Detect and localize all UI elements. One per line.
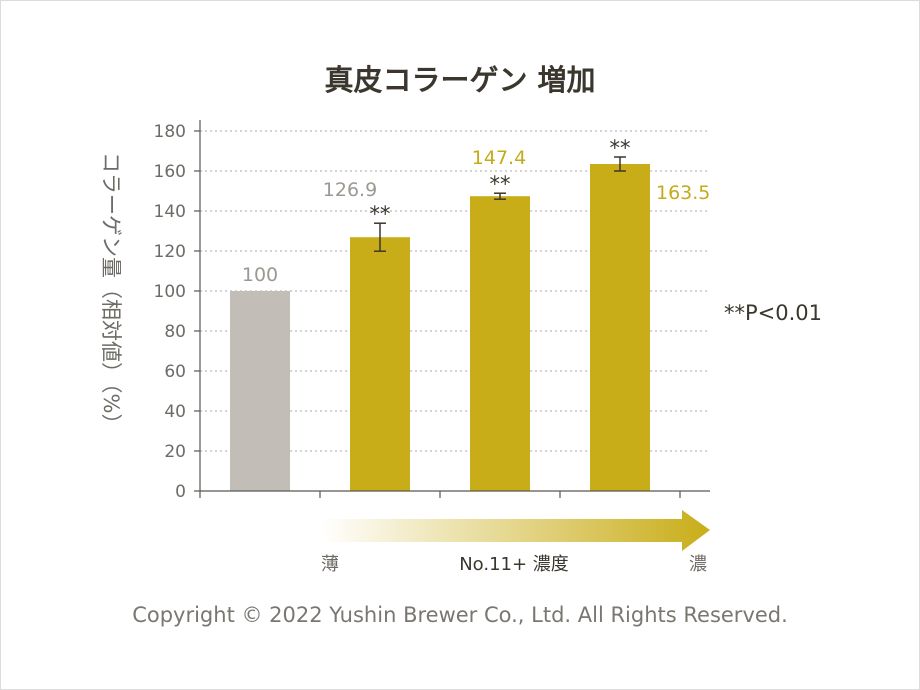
concentration-arrow — [320, 510, 710, 551]
error-bars — [374, 156, 626, 252]
value-label: 100 — [242, 264, 278, 286]
y-tick-label: 20 — [164, 442, 186, 462]
arrow-high-label: 濃 — [689, 554, 707, 575]
bar-control — [230, 291, 290, 491]
significance-mark: ** — [610, 136, 631, 160]
y-tick-label: 160 — [154, 162, 186, 182]
y-axis-label: コラーゲン量（相対値）（%） — [99, 152, 123, 434]
y-tick-label: 120 — [154, 242, 186, 262]
y-tick-label: 140 — [154, 202, 186, 222]
copyright-text: Copyright © 2022 Yushin Brewer Co., Ltd.… — [132, 603, 788, 627]
y-tick-label: 80 — [164, 322, 186, 342]
bars — [230, 164, 650, 491]
arrow-low-label: 薄 — [321, 554, 339, 575]
y-tick-label: 60 — [164, 362, 186, 382]
bar-treatment — [590, 164, 650, 491]
y-tick-label: 40 — [164, 402, 186, 422]
y-tick-label: 100 — [154, 282, 186, 302]
y-tick-label: 180 — [154, 122, 186, 142]
significance-note: **P<0.01 — [724, 301, 822, 325]
bar-treatment — [470, 196, 530, 491]
bar-treatment — [350, 237, 410, 491]
arrow-axis-label: No.11+ 濃度 — [459, 554, 569, 575]
significance-mark: ** — [370, 202, 391, 226]
value-label: 147.4 — [472, 147, 526, 169]
value-label: 163.5 — [656, 182, 710, 204]
significance-mark: ** — [490, 172, 511, 196]
y-tick-label: 0 — [175, 482, 186, 502]
x-axis-ticks — [199, 491, 681, 498]
value-labels: 100**126.9 **147.4 **163.5 — [242, 136, 711, 286]
y-axis-ticks: 0 20 40 60 80 100 120 140 160 180 — [154, 122, 200, 502]
chart-title: 真皮コラーゲン 増加 — [324, 63, 595, 97]
value-label: 126.9 — [323, 179, 377, 201]
